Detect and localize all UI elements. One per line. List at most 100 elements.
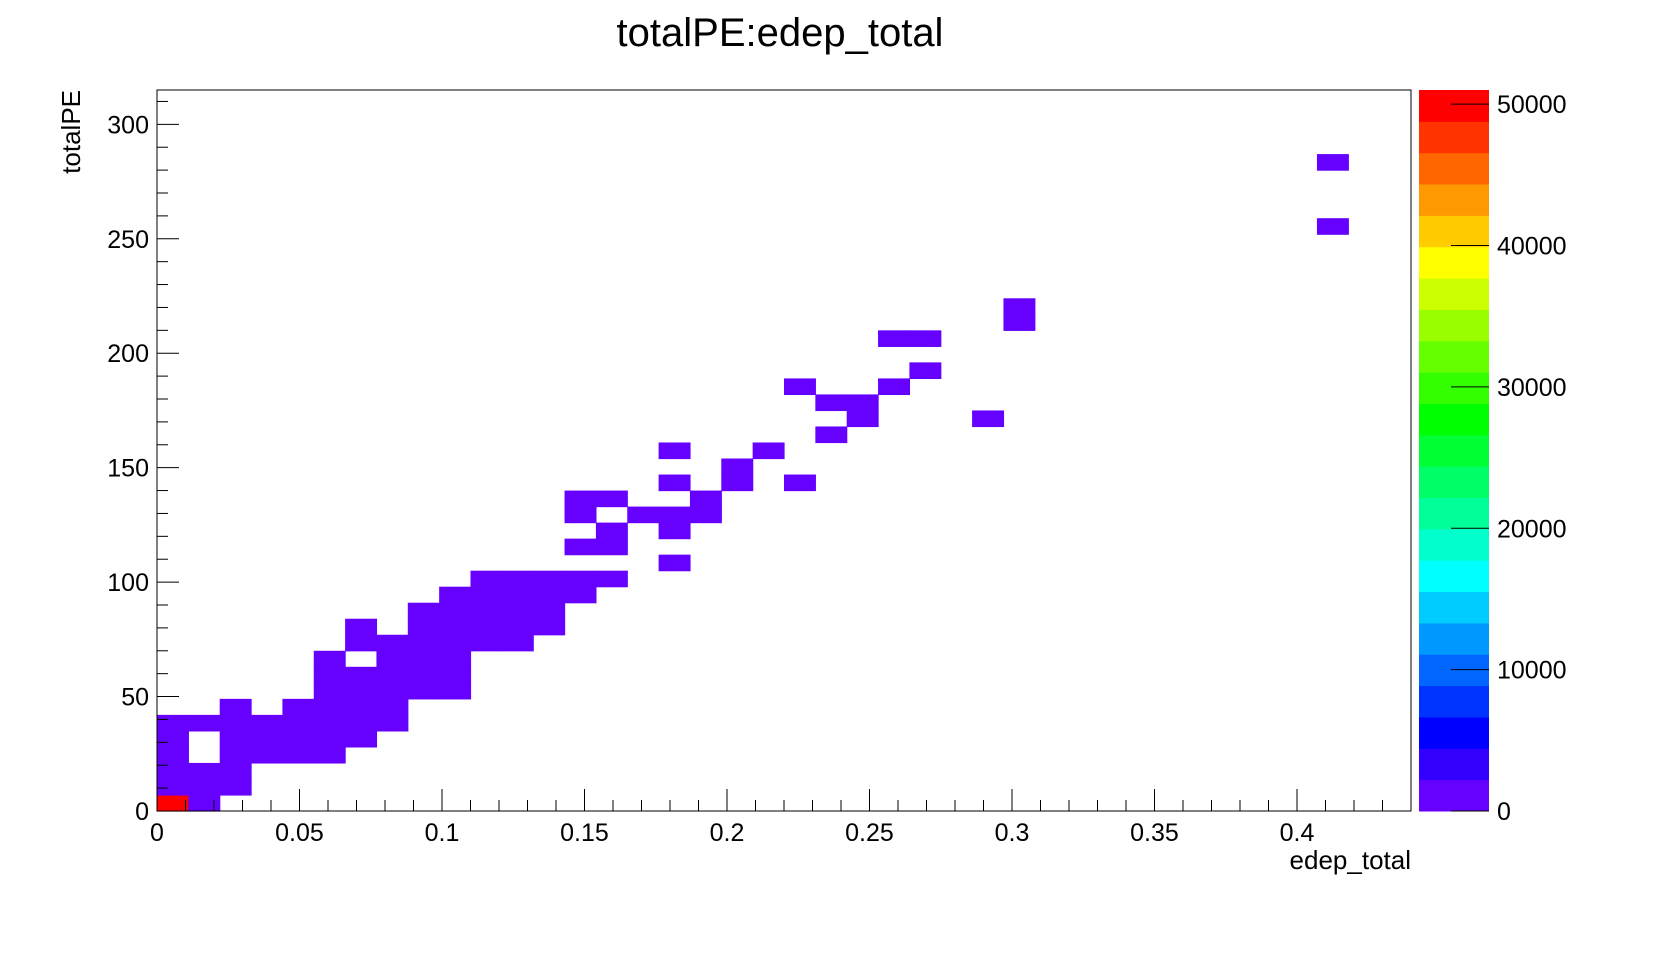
- x-axis-title: edep_total: [1290, 845, 1411, 875]
- heatmap-cell: [439, 586, 472, 604]
- colorbar-swatch: [1419, 246, 1489, 279]
- x-tick-label: 0.35: [1130, 819, 1179, 847]
- heatmap-cell: [846, 410, 879, 428]
- x-tick-label: 0.15: [560, 819, 609, 847]
- colorbar-tick-label: 30000: [1497, 374, 1567, 402]
- colorbar-swatch: [1419, 716, 1489, 749]
- heatmap-cell: [784, 474, 816, 492]
- heatmap-cell: [282, 746, 315, 764]
- heatmap-cell: [407, 650, 440, 668]
- heatmap-cell: [188, 778, 221, 796]
- colorbar-tick-label: 10000: [1497, 657, 1567, 685]
- y-tick-label: 100: [107, 569, 149, 597]
- heatmap-cell: [533, 586, 566, 604]
- heatmap-cell: [313, 746, 346, 764]
- heatmap-cell: [439, 650, 472, 668]
- heatmap-cell: [439, 618, 472, 636]
- heatmap-cell: [501, 602, 534, 620]
- heatmap-cell: [313, 666, 346, 684]
- chart-title: totalPE:edep_total: [617, 11, 944, 55]
- heatmap-cell: [658, 554, 691, 572]
- heatmap-cell: [909, 362, 942, 379]
- colorbar-swatch: [1419, 215, 1489, 248]
- heatmap-cell: [1003, 298, 1036, 315]
- heatmap-cell: [533, 618, 566, 636]
- heatmap-cell: [345, 714, 378, 732]
- heatmap-cell: [564, 586, 597, 604]
- colorbar-tick-label: 40000: [1497, 233, 1567, 261]
- heatmap-cell: [376, 666, 409, 684]
- heatmap-cell: [501, 570, 534, 588]
- x-tick-label: 0.2: [710, 819, 745, 847]
- colorbar-swatch: [1419, 121, 1489, 154]
- heatmap-cell: [470, 570, 503, 588]
- y-tick-label: 0: [135, 798, 149, 826]
- heatmap-cell: [752, 442, 785, 460]
- heatmap-cell: [313, 714, 346, 732]
- x-tick-label: 0.3: [995, 819, 1030, 847]
- heatmap-cells: [157, 154, 1349, 812]
- heatmap-cell: [345, 698, 378, 716]
- heatmap-cell: [470, 586, 503, 604]
- heatmap-cell: [345, 682, 378, 700]
- colorbar-swatch: [1419, 372, 1489, 404]
- heatmap-cell: [815, 426, 848, 444]
- heatmap-cell: [157, 794, 189, 812]
- y-tick-label: 300: [107, 111, 149, 139]
- heatmap-cell: [407, 634, 440, 652]
- heatmap-cell: [439, 682, 472, 700]
- heatmap-cell: [376, 714, 409, 732]
- heatmap-cell: [188, 794, 221, 812]
- heatmap-cell: [658, 506, 691, 524]
- heatmap-cell: [345, 730, 378, 748]
- heatmap-cell: [282, 714, 315, 732]
- colorbar-swatch: [1419, 654, 1489, 687]
- heatmap-cell: [407, 666, 440, 684]
- y-tick-label: 50: [121, 684, 149, 712]
- heatmap-cell: [470, 602, 503, 620]
- colorbar-swatch: [1419, 560, 1489, 593]
- heatmap-cell: [439, 634, 472, 652]
- heatmap-cell: [878, 330, 910, 347]
- heatmap-cell: [251, 746, 283, 764]
- colorbar-swatch: [1419, 466, 1489, 499]
- colorbar-swatch: [1419, 90, 1489, 122]
- colorbar-swatch: [1419, 497, 1489, 530]
- colorbar-swatch: [1419, 779, 1489, 812]
- heatmap-cell: [313, 682, 346, 700]
- heatmap-cell: [564, 506, 597, 524]
- colorbar-swatch: [1419, 622, 1489, 655]
- heatmap-cell: [251, 730, 283, 748]
- heatmap-cell: [595, 570, 628, 588]
- heatmap-cell: [878, 378, 910, 396]
- heatmap-cell: [345, 634, 378, 652]
- heatmap-cell: [407, 618, 440, 636]
- heatmap-cell: [1316, 154, 1349, 171]
- heatmap-cell: [501, 586, 534, 604]
- heatmap-cell: [282, 730, 315, 748]
- heatmap-cell: [909, 330, 942, 347]
- x-axis: 0 0.05 0.1 0.15 0.2 0.25 0.3 0.35 0.4: [150, 789, 1412, 847]
- heatmap-cell: [313, 650, 346, 668]
- heatmap-cell: [188, 762, 221, 780]
- colorbar-swatch: [1419, 184, 1489, 216]
- heatmap-cell: [219, 714, 252, 732]
- heatmap-cell: [470, 618, 503, 636]
- heatmap-cell: [219, 746, 252, 764]
- heatmap-cell: [815, 394, 848, 412]
- colorbar-swatch: [1419, 340, 1489, 373]
- y-axis: 0 50 100 150 200 250 300: [107, 100, 179, 826]
- colorbar-swatch: [1419, 152, 1489, 185]
- heatmap-cell: [188, 714, 221, 732]
- heatmap-cell: [376, 634, 409, 652]
- x-tick-label: 0.25: [845, 819, 894, 847]
- heatmap-cell: [282, 698, 315, 716]
- colorbar-swatch: [1419, 403, 1489, 436]
- heatmap-cell: [784, 378, 816, 396]
- x-tick-label: 0.05: [275, 819, 324, 847]
- heatmap-cell: [627, 506, 660, 524]
- heatmap-cell: [564, 570, 597, 588]
- heatmap-cell: [376, 698, 409, 716]
- x-tick-label: 0.1: [425, 819, 460, 847]
- heatmap-cell: [595, 490, 628, 508]
